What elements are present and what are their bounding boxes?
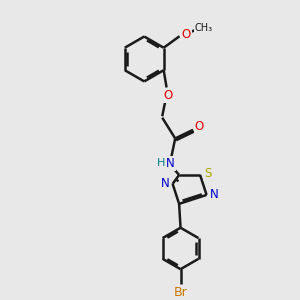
- Text: N: N: [210, 188, 218, 201]
- Text: H: H: [157, 158, 165, 169]
- Text: Br: Br: [174, 286, 188, 299]
- Text: O: O: [181, 28, 190, 41]
- Text: O: O: [163, 89, 172, 102]
- Text: CH₃: CH₃: [195, 23, 213, 34]
- Text: N: N: [166, 157, 175, 170]
- Text: S: S: [204, 167, 211, 180]
- Text: N: N: [161, 177, 170, 190]
- Text: O: O: [195, 120, 204, 134]
